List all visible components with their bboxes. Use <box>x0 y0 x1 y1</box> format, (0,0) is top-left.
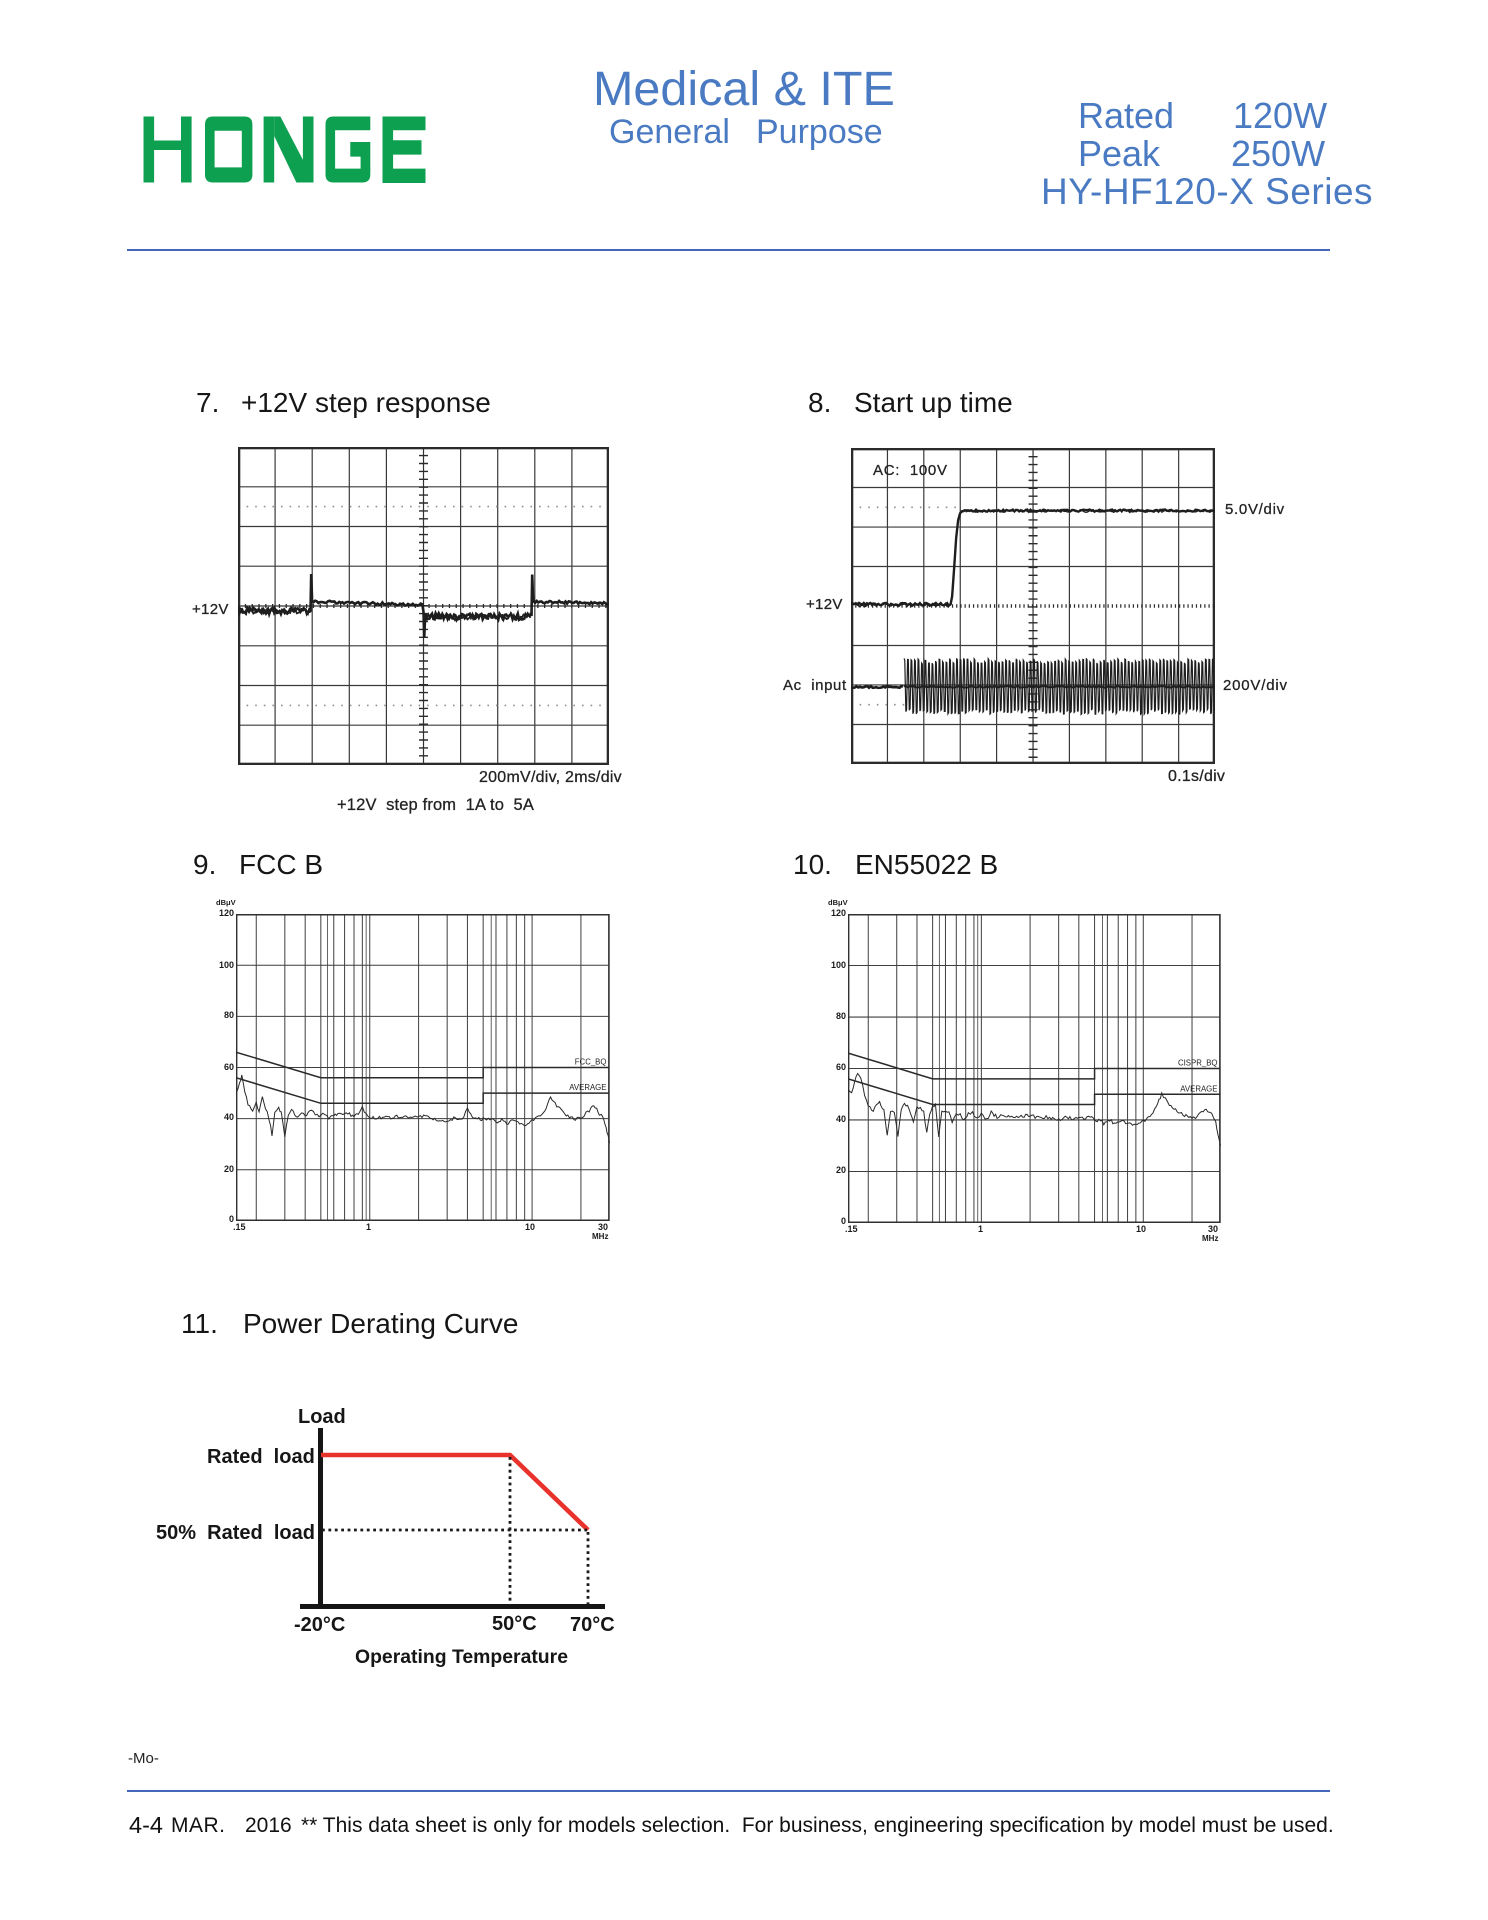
svg-text:AVERAGE: AVERAGE <box>1180 1084 1217 1093</box>
svg-text:AVERAGE: AVERAGE <box>569 1083 606 1092</box>
svg-text:CISPR_BQ: CISPR_BQ <box>1178 1058 1218 1067</box>
svg-text:FCC_BQ: FCC_BQ <box>575 1057 607 1066</box>
